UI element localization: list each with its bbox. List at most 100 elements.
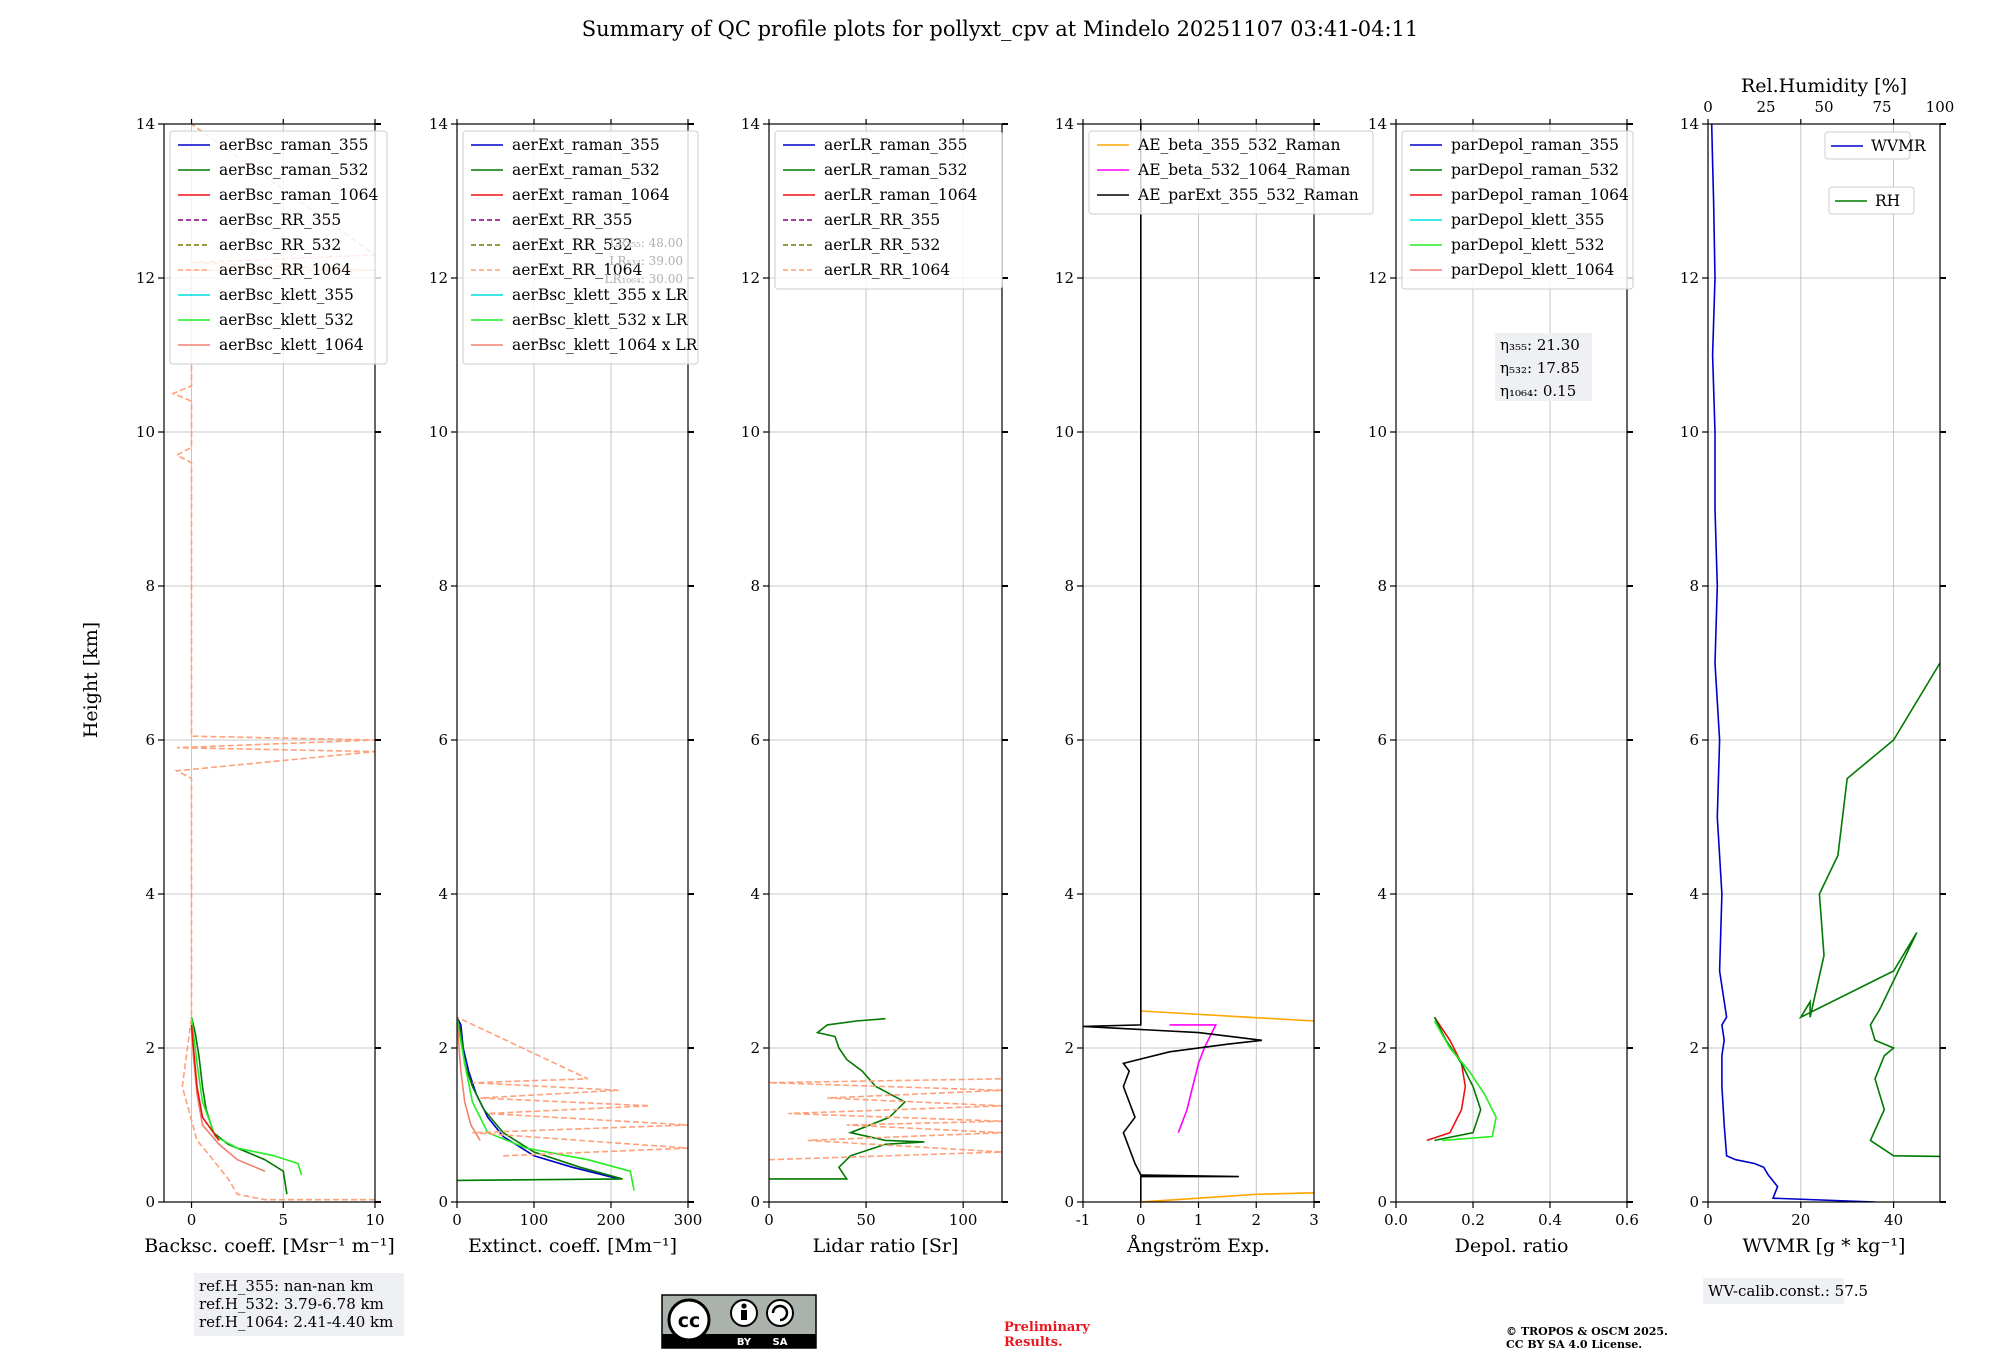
series-line-AE_parExt_355_532_Raman (1083, 124, 1263, 1202)
cc-by-label: BY (737, 1337, 752, 1348)
legend-box (1824, 131, 1911, 160)
x-axis-label: Extinct. coeff. [Mm⁻¹] (468, 1235, 677, 1257)
x-tick-label: 100 (949, 1211, 978, 1229)
series-line-parDepol_klett_532 (1433, 1020, 1497, 1142)
series-group (1426, 1016, 1497, 1142)
copyright-line-2: CC BY SA 4.0 License. (1506, 1338, 1642, 1351)
axes-frame (1707, 123, 1941, 1203)
legend-label-aerBsc_klett_532: aerBsc_klett_532 (219, 311, 354, 329)
y-tick-label: 10 (1368, 423, 1387, 441)
series-group (1710, 124, 1940, 1202)
panel-bsc: 0 2 4 6 8 10 12 14 0 5 10 Backsc. coeff. [Msr⁻¹ m⁻¹… (136, 115, 395, 1257)
ref-height-1064: ref.H_1064: 2.41-4.40 km (199, 1313, 393, 1331)
legend-box (774, 130, 1003, 290)
y-tick-label: 8 (750, 577, 760, 595)
y-tick-label: 10 (136, 423, 155, 441)
legend-label-aerLR_RR_1064: aerLR_RR_1064 (824, 261, 950, 279)
series-line-aerBsc_raman_1064 (190, 1024, 220, 1141)
ref-heights-box: ref.H_355: nan-nan km ref.H_532: 3.79-6.… (194, 1273, 404, 1336)
x-tick-label: 1 (1194, 1211, 1204, 1229)
y-tick-label: 12 (1680, 269, 1699, 287)
legend-label-AE_parExt_355_532_Raman: AE_parExt_355_532_Raman (1137, 186, 1359, 204)
legend-label-AE_beta_355_532_Raman: AE_beta_355_532_Raman (1137, 136, 1340, 154)
axes-frame (768, 123, 1003, 1203)
y-tick-label: 6 (1689, 731, 1699, 749)
legend-box (169, 130, 388, 365)
lr-annotation: LR₃₅₅: 48.00 (609, 236, 683, 250)
y-tick-label: 2 (1377, 1039, 1387, 1057)
y-tick-label: 10 (1680, 423, 1699, 441)
x-tick-label: 50 (857, 1211, 876, 1229)
legend-label-aerBsc_klett_355: aerBsc_klett_355 (219, 286, 354, 304)
y-tick-label: 8 (1689, 577, 1699, 595)
x-axis-label: Ångström Exp. (1126, 1235, 1270, 1257)
legend-box (462, 130, 699, 365)
y-tick-label: 2 (750, 1039, 760, 1057)
y-tick-label: 8 (145, 577, 155, 595)
wv-calib-text: WV-calib.const.: 57.5 (1708, 1282, 1868, 1300)
legend-label-parDepol_raman_532: parDepol_raman_532 (1451, 161, 1619, 179)
panel-lr: 0 2 4 6 8 10 12 14 0 50 100 Lidar ratio [Sr] aerLR_r… (741, 115, 1008, 1257)
series-line-aerBsc_raman_532 (190, 1017, 288, 1195)
series-line-aerLR_raman_532 (769, 1017, 925, 1180)
series-line-parDepol_raman_1064 (1426, 1016, 1467, 1142)
figure-title: Summary of QC profile plots for pollyxt_… (582, 17, 1419, 41)
y-tick-label: 12 (429, 269, 448, 287)
by-person-body (741, 1310, 747, 1320)
eta-box (1495, 333, 1592, 401)
x-axis-label: Lidar ratio [Sr] (813, 1235, 959, 1257)
y-tick-label: 0 (750, 1193, 760, 1211)
lr-annotation: LR₅₃₂: 39.00 (609, 254, 683, 268)
x-tick-label: 0.0 (1384, 1211, 1408, 1229)
legend-label-aerLR_RR_532: aerLR_RR_532 (824, 236, 940, 254)
legend-label-aerLR_raman_1064: aerLR_raman_1064 (824, 186, 977, 204)
legend-label-aerLR_raman_532: aerLR_raman_532 (824, 161, 967, 179)
wv-calib-bg (1703, 1278, 1844, 1304)
legend-label-parDepol_klett_355: parDepol_klett_355 (1451, 211, 1604, 229)
x-tick-label: 0 (764, 1211, 774, 1229)
series-line-aerBsc_klett_1064 x LR (457, 1017, 481, 1141)
y-tick-label: 6 (1377, 731, 1387, 749)
y-tick-label: 12 (1368, 269, 1387, 287)
y-tick-label: 4 (1064, 885, 1074, 903)
panel-depol: 0 2 4 6 8 10 12 14 0.0 0.2 0.4 0.6 Depol. ratio parDe… (1368, 115, 1639, 1257)
y-tick-label: 10 (741, 423, 760, 441)
x-tick-label: 2 (1251, 1211, 1261, 1229)
legend-label-aerExt_RR_355: aerExt_RR_355 (512, 211, 633, 229)
x-tick-label: 0 (1136, 1211, 1146, 1229)
cc-icon-text: cc (678, 1310, 701, 1332)
legend-label-AE_beta_532_1064_Raman: AE_beta_532_1064_Raman (1137, 161, 1350, 179)
y-tick-label: 12 (136, 269, 155, 287)
x-axis-label: WVMR [g * kg⁻¹] (1743, 1235, 1906, 1257)
legend-label-RH: RH (1875, 192, 1900, 210)
x2-tick-label: 75 (1872, 98, 1891, 116)
y-tick-label: 2 (145, 1039, 155, 1057)
legend-label-aerBsc_klett_532 x LR: aerBsc_klett_532 x LR (512, 311, 689, 329)
y-axis-label: Height [km] (80, 622, 102, 738)
legend-label-parDepol_raman_355: parDepol_raman_355 (1451, 136, 1619, 154)
x2-tick-label: 25 (1756, 98, 1775, 116)
legend-label-aerBsc_raman_1064: aerBsc_raman_1064 (219, 186, 379, 204)
y-tick-label: 14 (741, 115, 760, 133)
y-tick-label: 14 (1680, 115, 1699, 133)
legend-label-parDepol_raman_1064: parDepol_raman_1064 (1451, 186, 1629, 204)
legend-label-parDepol_klett_1064: parDepol_klett_1064 (1451, 261, 1614, 279)
x-tick-label: 5 (278, 1211, 288, 1229)
y-tick-label: 14 (429, 115, 448, 133)
y-tick-label: 2 (1064, 1039, 1074, 1057)
y-tick-label: 6 (1064, 731, 1074, 749)
x-tick-label: 300 (674, 1211, 703, 1229)
lr-annotation: LR₁₀₆₄: 30.00 (605, 272, 683, 286)
y-tick-label: 0 (1377, 1193, 1387, 1211)
sa-arrow (771, 1304, 789, 1322)
x-tick-label: 0 (452, 1211, 462, 1229)
legend-label-aerBsc_klett_1064: aerBsc_klett_1064 (219, 336, 364, 354)
legend-label-aerBsc_RR_1064: aerBsc_RR_1064 (219, 261, 351, 279)
y-tick-label: 0 (438, 1193, 448, 1211)
panel-ext: 0 2 4 6 8 10 12 14 0 100 200 300 Extinct. coeff. [Mm… (429, 115, 702, 1257)
legend-label-parDepol_klett_532: parDepol_klett_532 (1451, 236, 1604, 254)
legend-label-aerExt_raman_355: aerExt_raman_355 (512, 136, 660, 154)
eta-annotation: η₃₅₅: 21.30 (1500, 336, 1580, 354)
x-tick-label: -1 (1076, 1211, 1091, 1229)
y-tick-label: 4 (145, 885, 155, 903)
